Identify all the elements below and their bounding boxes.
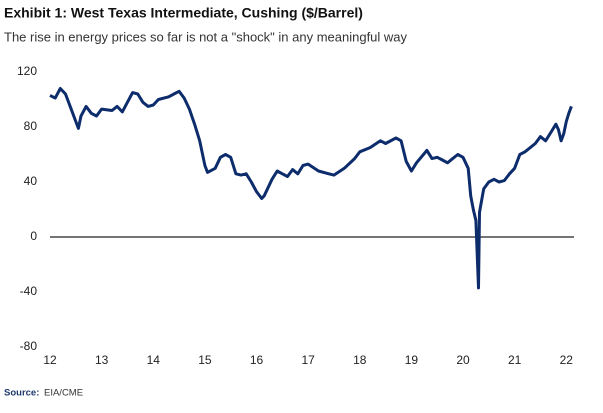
x-tick-label: 14 xyxy=(147,353,161,367)
x-tick-label: 22 xyxy=(560,353,574,367)
source: EIA/CME xyxy=(44,388,83,399)
x-tick-label: 21 xyxy=(508,353,522,367)
source-label: Source: xyxy=(4,388,39,399)
chart-title: Exhibit 1: West Texas Intermediate, Cush… xyxy=(4,5,363,21)
x-tick-label: 12 xyxy=(43,353,57,367)
y-tick-label: 0 xyxy=(30,229,37,243)
x-tick-label: 17 xyxy=(301,353,315,367)
x-tick-label: 19 xyxy=(405,353,419,367)
y-tick-label: -40 xyxy=(20,284,38,298)
x-tick-label: 13 xyxy=(95,353,109,367)
x-tick-label: 18 xyxy=(353,353,367,367)
x-tick-label: 15 xyxy=(198,353,212,367)
price-line xyxy=(49,87,573,290)
y-tick-label: -80 xyxy=(20,339,38,353)
x-tick-label: 16 xyxy=(250,353,264,367)
y-tick-label: 80 xyxy=(24,119,38,133)
y-tick-label: 40 xyxy=(24,174,38,188)
chart-subtitle: The rise in energy prices so far is not … xyxy=(4,29,408,44)
y-tick-label: 120 xyxy=(17,64,37,78)
x-tick-label: 20 xyxy=(456,353,470,367)
